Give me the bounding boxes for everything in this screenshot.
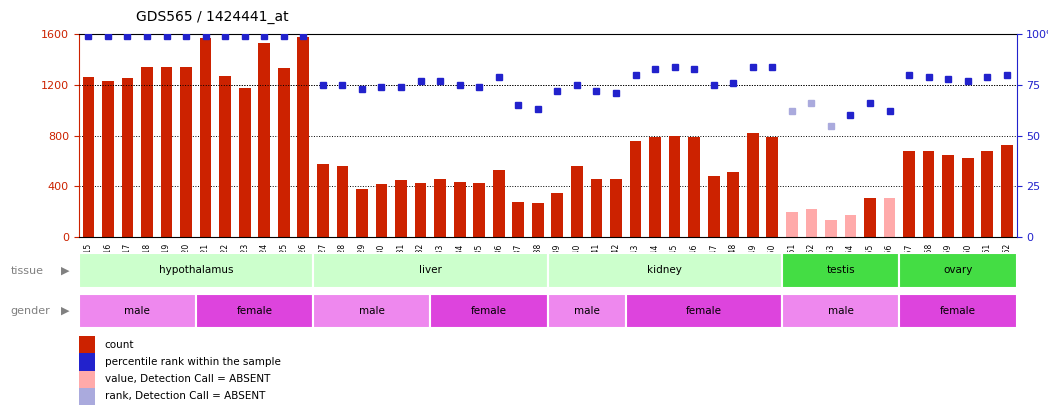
Bar: [434, 179, 446, 237]
Bar: [903, 151, 915, 237]
FancyBboxPatch shape: [782, 253, 899, 288]
Bar: [865, 198, 876, 237]
Bar: [532, 203, 544, 237]
FancyBboxPatch shape: [79, 253, 313, 288]
Text: testis: testis: [827, 265, 855, 275]
FancyBboxPatch shape: [79, 371, 95, 388]
Bar: [160, 67, 172, 237]
Bar: [493, 170, 504, 237]
Bar: [1001, 145, 1012, 237]
Text: female: female: [237, 306, 272, 316]
Text: male: male: [828, 306, 854, 316]
Text: rank, Detection Call = ABSENT: rank, Detection Call = ABSENT: [105, 391, 265, 401]
Bar: [259, 43, 270, 237]
Bar: [239, 88, 250, 237]
Bar: [669, 136, 680, 237]
Text: value, Detection Call = ABSENT: value, Detection Call = ABSENT: [105, 374, 270, 384]
Text: female: female: [471, 306, 507, 316]
Bar: [375, 184, 388, 237]
Text: ▶: ▶: [61, 306, 69, 316]
Bar: [141, 67, 153, 237]
Bar: [83, 77, 94, 237]
Text: percentile rank within the sample: percentile rank within the sample: [105, 357, 281, 367]
Bar: [649, 137, 661, 237]
Bar: [845, 215, 856, 237]
Text: male: male: [125, 306, 150, 316]
Bar: [336, 166, 348, 237]
Bar: [474, 183, 485, 237]
Bar: [278, 68, 289, 237]
Bar: [316, 164, 329, 237]
Bar: [219, 76, 231, 237]
Text: liver: liver: [419, 265, 442, 275]
FancyBboxPatch shape: [626, 294, 782, 328]
Bar: [571, 166, 583, 237]
FancyBboxPatch shape: [782, 294, 899, 328]
FancyBboxPatch shape: [547, 253, 782, 288]
Bar: [298, 37, 309, 237]
Text: male: male: [573, 306, 599, 316]
FancyBboxPatch shape: [196, 294, 313, 328]
Bar: [942, 155, 954, 237]
Bar: [356, 189, 368, 237]
Bar: [883, 198, 895, 237]
FancyBboxPatch shape: [313, 294, 431, 328]
Bar: [727, 173, 739, 237]
Bar: [415, 183, 427, 237]
Bar: [747, 133, 759, 237]
Text: female: female: [685, 306, 722, 316]
FancyBboxPatch shape: [79, 294, 196, 328]
Bar: [102, 81, 114, 237]
Text: female: female: [940, 306, 976, 316]
Bar: [962, 158, 974, 237]
Bar: [610, 179, 621, 237]
Text: gender: gender: [10, 306, 50, 316]
Text: GDS565 / 1424441_at: GDS565 / 1424441_at: [136, 10, 289, 24]
Bar: [454, 182, 465, 237]
Text: tissue: tissue: [10, 266, 43, 275]
Bar: [786, 212, 798, 237]
Bar: [200, 38, 212, 237]
Bar: [707, 176, 720, 237]
FancyBboxPatch shape: [79, 388, 95, 405]
Bar: [630, 141, 641, 237]
FancyBboxPatch shape: [79, 353, 95, 371]
Bar: [806, 209, 817, 237]
Text: hypothalamus: hypothalamus: [158, 265, 233, 275]
Bar: [689, 137, 700, 237]
FancyBboxPatch shape: [899, 253, 1017, 288]
Bar: [981, 151, 994, 237]
Bar: [395, 180, 407, 237]
FancyBboxPatch shape: [313, 253, 547, 288]
FancyBboxPatch shape: [79, 336, 95, 353]
FancyBboxPatch shape: [431, 294, 547, 328]
Bar: [825, 220, 836, 237]
Bar: [922, 151, 935, 237]
Text: ovary: ovary: [943, 265, 973, 275]
Bar: [180, 67, 192, 237]
Text: count: count: [105, 340, 134, 350]
Bar: [512, 202, 524, 237]
Text: kidney: kidney: [648, 265, 682, 275]
FancyBboxPatch shape: [547, 294, 626, 328]
Bar: [591, 179, 603, 237]
Text: male: male: [358, 306, 385, 316]
Bar: [122, 78, 133, 237]
Text: ▶: ▶: [61, 266, 69, 275]
Bar: [766, 137, 779, 237]
Bar: [551, 193, 563, 237]
FancyBboxPatch shape: [899, 294, 1017, 328]
